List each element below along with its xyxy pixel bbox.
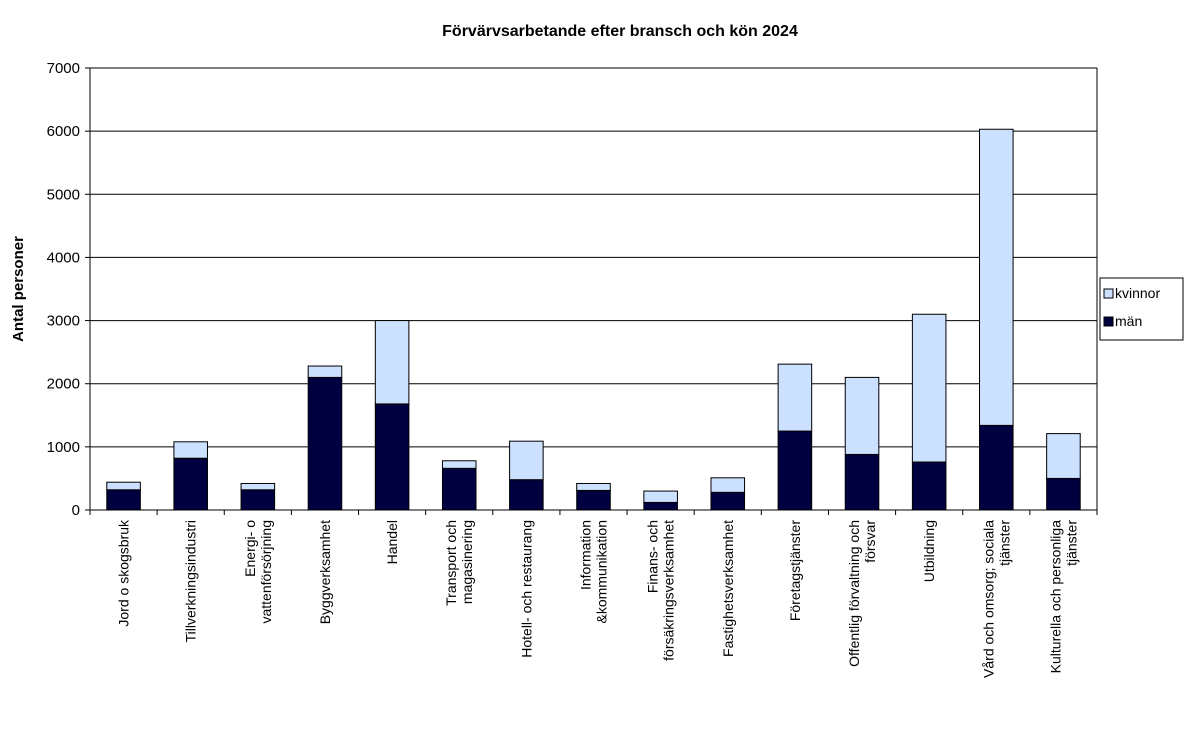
chart-title: Förvärvsarbetande efter bransch och kön … <box>442 23 798 40</box>
legend-swatch <box>1103 316 1114 327</box>
bar-segment <box>643 490 678 503</box>
bar-segment <box>240 489 276 511</box>
x-tick-label: Handel <box>384 520 400 564</box>
x-tick-label: Finans- ochförsäkringsverksamhet <box>645 520 677 661</box>
bar-segment <box>844 453 880 511</box>
bar-segment <box>509 440 544 481</box>
bar-segment <box>777 363 813 432</box>
legend-box <box>1099 277 1184 341</box>
bar-segment <box>1046 477 1081 511</box>
bar-segment <box>576 489 611 511</box>
y-tick-label: 7000 <box>47 60 80 77</box>
y-tick-label: 4000 <box>47 249 80 266</box>
bar-segment <box>441 467 477 511</box>
x-tick-label: Byggverksamhet <box>317 520 333 624</box>
y-tick-label: 5000 <box>47 186 80 203</box>
bar-segment <box>106 481 141 491</box>
bar-segment <box>441 460 477 469</box>
x-tick-label: Företagstjänster <box>787 520 803 621</box>
x-tick-label: Utbildning <box>921 520 937 582</box>
x-tick-label: Kulturella och personligatjänster <box>1047 520 1079 674</box>
x-tick-label: Hotell- och restaurang <box>518 520 534 658</box>
bar-segment <box>374 403 410 511</box>
y-tick-label: 1000 <box>47 439 80 456</box>
bar-segment <box>173 441 208 459</box>
bar-segment <box>844 376 880 455</box>
bar-segment <box>911 461 947 511</box>
y-tick-label: 2000 <box>47 376 80 393</box>
bar-segment <box>710 477 746 493</box>
bar-segment <box>576 482 611 491</box>
bar-segment <box>911 313 947 463</box>
bar-segment <box>777 430 813 511</box>
legend-label: män <box>1115 313 1142 329</box>
x-tick-label: Transport ochmagasinering <box>443 520 475 606</box>
bar-segment <box>307 376 343 511</box>
bar-segment <box>710 491 746 511</box>
x-tick-label: Fastighetsverksamhet <box>720 520 736 657</box>
y-tick-label: 6000 <box>47 123 80 140</box>
x-tick-label: Jord o skogsbruk <box>116 519 132 627</box>
x-tick-label: Tillverkningsindustri <box>183 520 199 642</box>
bar-segment <box>979 128 1014 426</box>
legend-swatch <box>1103 288 1114 299</box>
bar-segment <box>643 501 678 511</box>
x-tick-label: Information&kommunikation <box>578 520 610 624</box>
y-tick-label: 3000 <box>47 313 80 330</box>
bar-segment <box>509 479 544 511</box>
bar-segment <box>106 489 141 511</box>
bar-segment <box>979 424 1014 511</box>
bar-segment <box>240 482 276 491</box>
y-axis-title: Antal personer <box>10 236 27 342</box>
y-tick-label: 0 <box>72 502 80 519</box>
bar-segment <box>374 320 410 405</box>
legend-label: kvinnor <box>1115 285 1160 301</box>
x-tick-label: Energi- ovattenförsörjning <box>242 520 274 624</box>
bar-segment <box>173 457 208 511</box>
bar-segment <box>1046 433 1081 479</box>
x-tick-label: Offentlig förvaltning ochförsvar <box>846 520 878 667</box>
bar-segment <box>307 365 343 378</box>
x-tick-label: Vård och omsorg; socialatjänster <box>980 520 1012 678</box>
